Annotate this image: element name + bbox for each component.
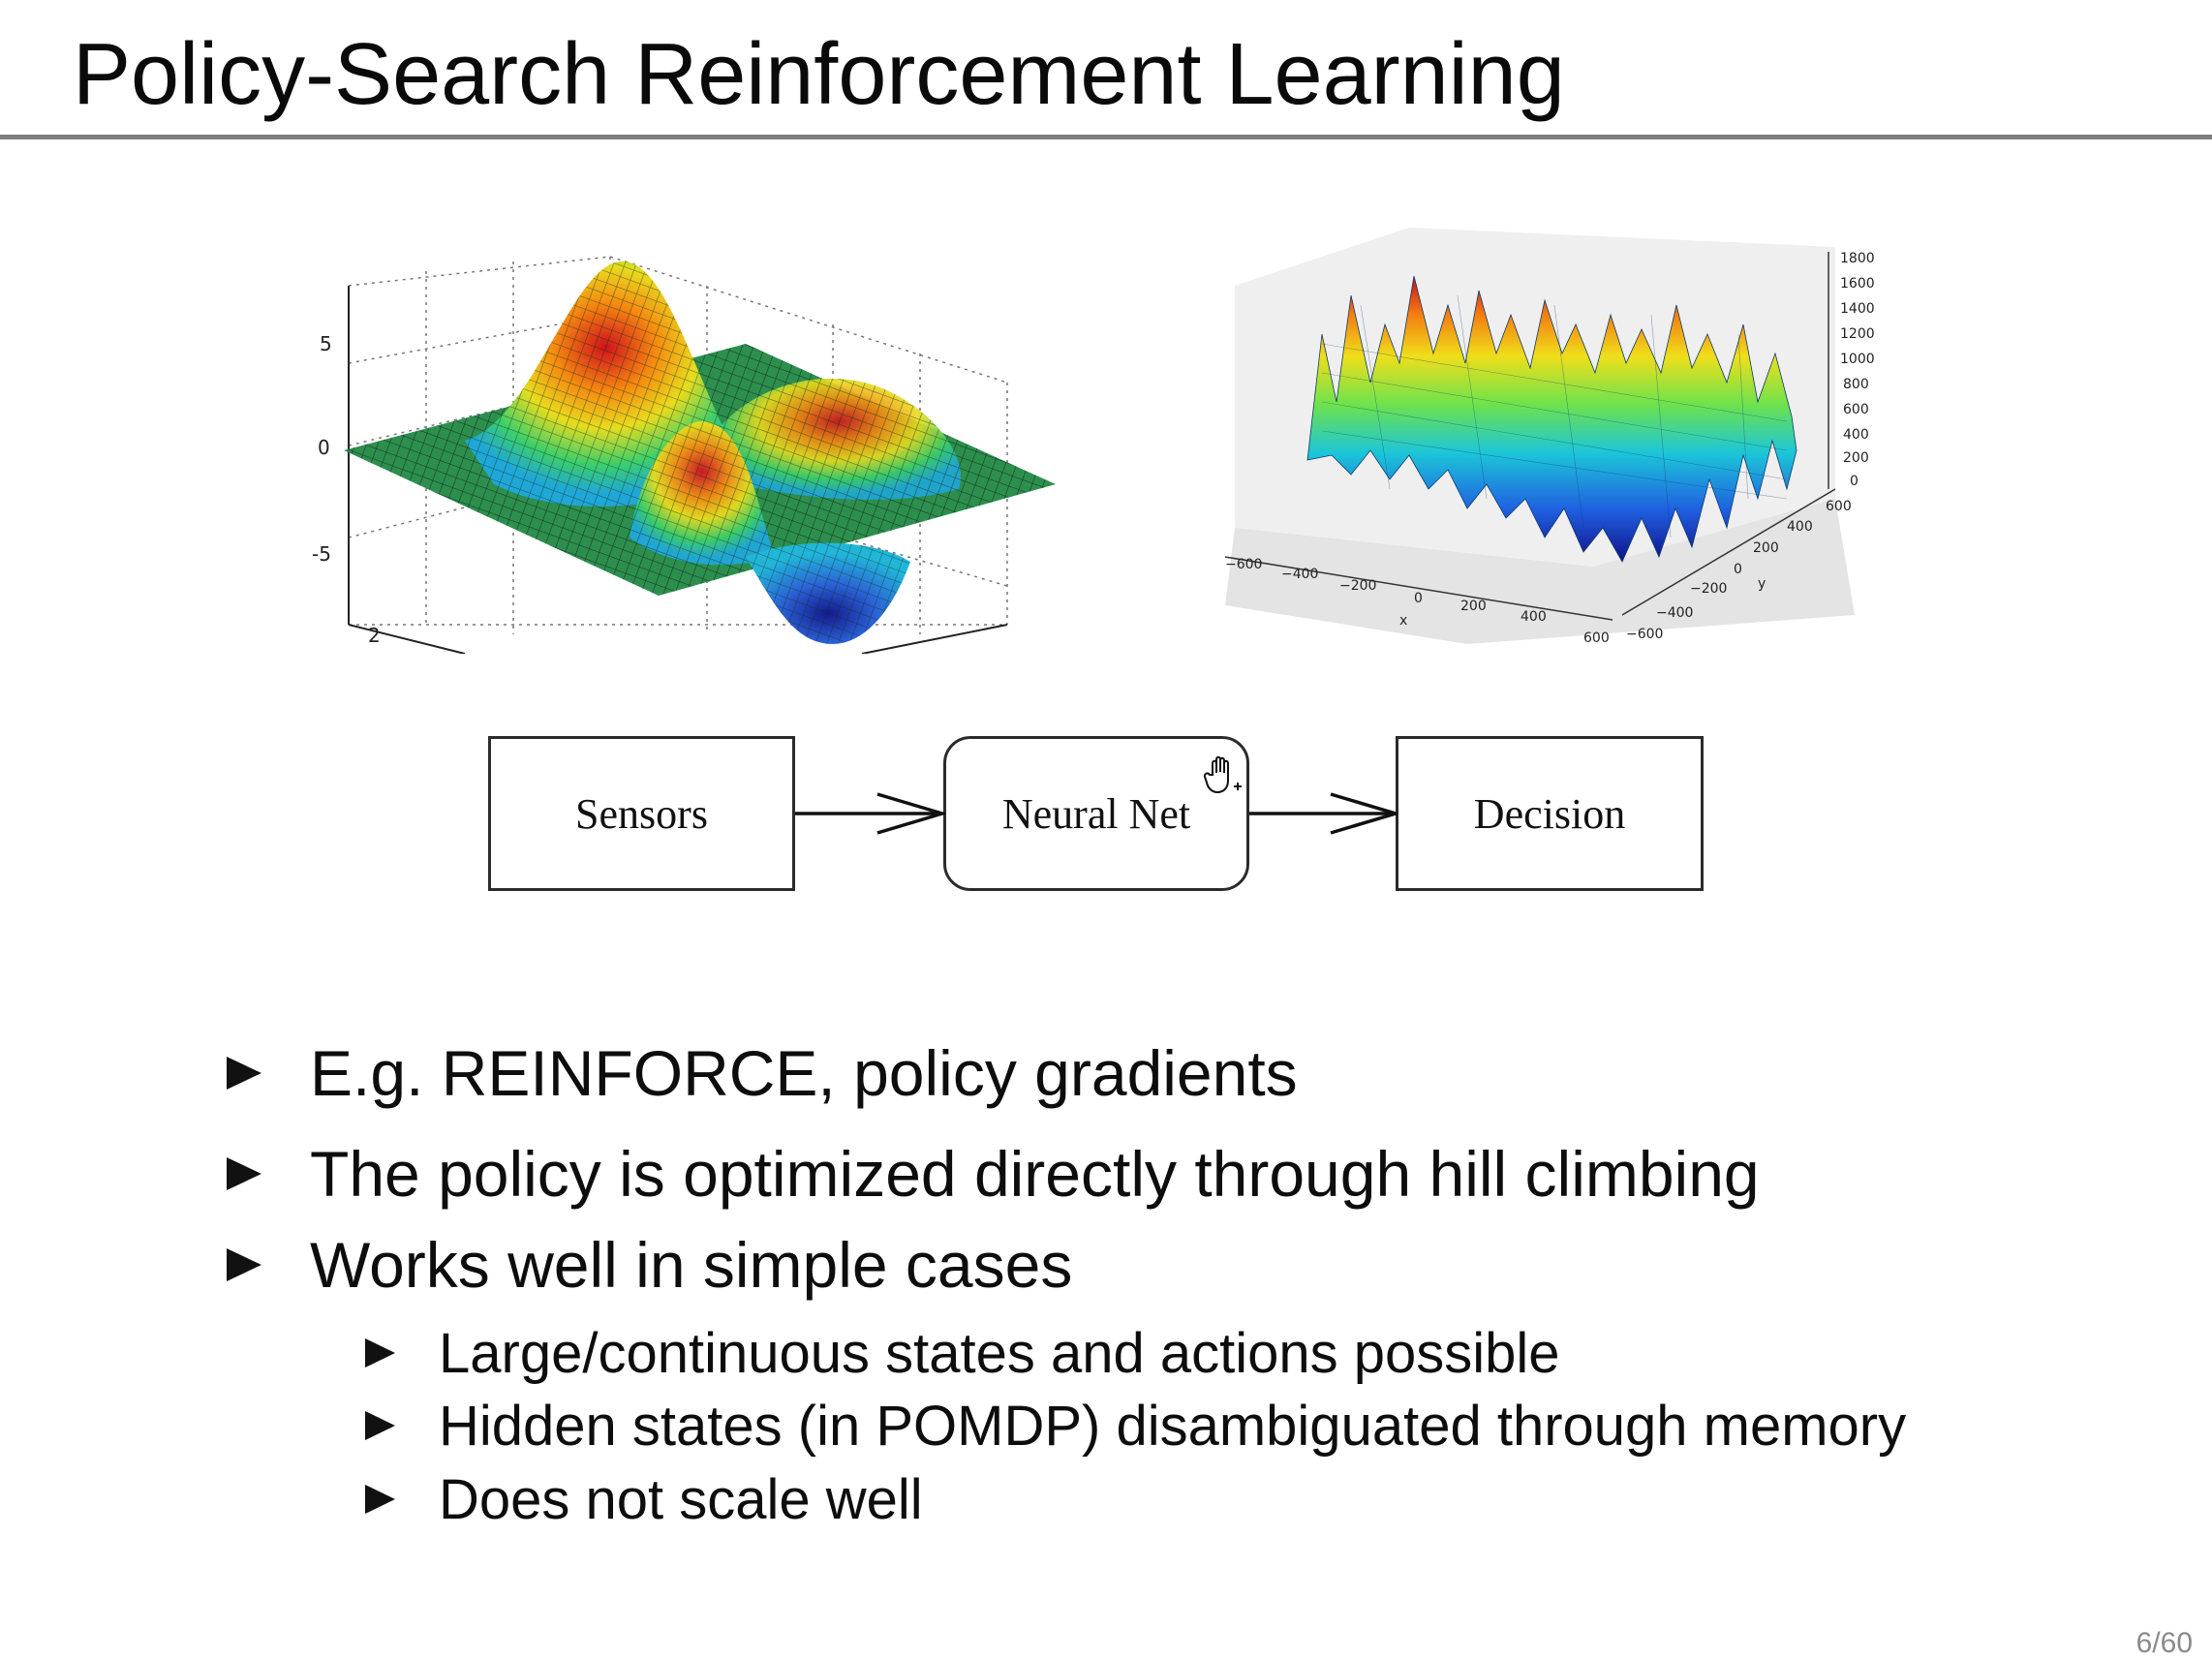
- right-y-tick: 200: [1753, 540, 1779, 556]
- triangle-right-icon: [227, 1248, 261, 1281]
- bullet-item: Works well in simple cases: [225, 1226, 1072, 1304]
- triangle-right-icon: [365, 1411, 395, 1440]
- sub-bullet-text: Hidden states (in POMDP) disambiguated t…: [439, 1394, 1907, 1458]
- right-z-tick: 0: [1850, 474, 1859, 489]
- arrow-neural-net-to-decision: [1249, 792, 1398, 835]
- sensors-box: Sensors: [488, 736, 795, 891]
- right-x-tick: −600: [1225, 557, 1262, 572]
- neural-net-label: Neural Net: [1001, 789, 1191, 838]
- right-x-tick: 400: [1521, 609, 1547, 625]
- right-z-tick: 1800: [1840, 251, 1875, 266]
- right-z-tick: 1000: [1840, 352, 1875, 367]
- right-y-tick: 400: [1787, 519, 1813, 535]
- left-x-tick: 2: [368, 624, 381, 647]
- right-z-tick: 600: [1843, 402, 1869, 417]
- right-z-tick: 1600: [1840, 276, 1875, 292]
- left-z-tick: 5: [320, 332, 332, 355]
- right-y-tick: 600: [1826, 499, 1852, 514]
- slide-title: Policy-Search Reinforcement Learning: [73, 26, 1565, 123]
- right-y-tick: 0: [1734, 562, 1742, 577]
- triangle-right-icon: [365, 1338, 395, 1368]
- left-surface-svg: 5 0 -5 2: [312, 256, 1056, 654]
- right-y-label: y: [1758, 576, 1766, 592]
- triangle-right-icon: [227, 1057, 261, 1090]
- right-z-tick: 1200: [1840, 326, 1875, 342]
- right-surface-svg: 1800 1600 1400 1200 1000 800 600 400 200…: [1224, 228, 1875, 646]
- right-y-tick: −200: [1690, 581, 1727, 597]
- page-number: 6/60: [2135, 1627, 2193, 1659]
- triangle-right-icon: [365, 1485, 395, 1514]
- sub-bullet-text: Does not scale well: [439, 1467, 923, 1531]
- left-z-tick: 0: [318, 436, 330, 459]
- right-z-tick: 1400: [1840, 301, 1875, 317]
- hand-cursor-icon: [1203, 755, 1242, 794]
- bullet-item: E.g. REINFORCE, policy gradients: [225, 1034, 1298, 1112]
- right-y-tick: −400: [1656, 605, 1693, 621]
- right-x-tick: 200: [1460, 599, 1487, 614]
- right-z-tick: 400: [1843, 427, 1869, 443]
- decision-label: Decision: [1473, 789, 1626, 838]
- right-x-tick: −400: [1281, 567, 1318, 582]
- decision-box: Decision: [1396, 736, 1704, 891]
- left-z-tick: -5: [312, 542, 331, 566]
- right-x-tick: −200: [1339, 578, 1376, 594]
- right-x-tick: 600: [1583, 630, 1610, 646]
- sub-bullet-item: Large/continuous states and actions poss…: [363, 1319, 1560, 1387]
- bullet-item: The policy is optimized directly through…: [225, 1135, 1760, 1213]
- right-surface-plot: 1800 1600 1400 1200 1000 800 600 400 200…: [1215, 208, 1990, 654]
- left-surface-plot: 5 0 -5 2: [291, 247, 1065, 654]
- sub-bullet-item: Hidden states (in POMDP) disambiguated t…: [363, 1392, 1906, 1460]
- arrow-sensors-to-neural-net: [795, 792, 945, 835]
- right-y-tick: −600: [1626, 627, 1663, 642]
- bullet-text: The policy is optimized directly through…: [310, 1138, 1760, 1210]
- right-x-label: x: [1399, 613, 1407, 629]
- sensors-label: Sensors: [575, 789, 708, 838]
- right-x-tick: 0: [1414, 591, 1423, 606]
- bullet-text: E.g. REINFORCE, policy gradients: [310, 1037, 1298, 1109]
- sub-bullet-text: Large/continuous states and actions poss…: [439, 1321, 1560, 1385]
- right-z-tick: 800: [1843, 377, 1869, 392]
- title-divider: [0, 135, 2212, 139]
- right-z-tick: 200: [1843, 450, 1869, 466]
- bullet-text: Works well in simple cases: [310, 1229, 1073, 1301]
- sub-bullet-item: Does not scale well: [363, 1465, 923, 1533]
- triangle-right-icon: [227, 1157, 261, 1190]
